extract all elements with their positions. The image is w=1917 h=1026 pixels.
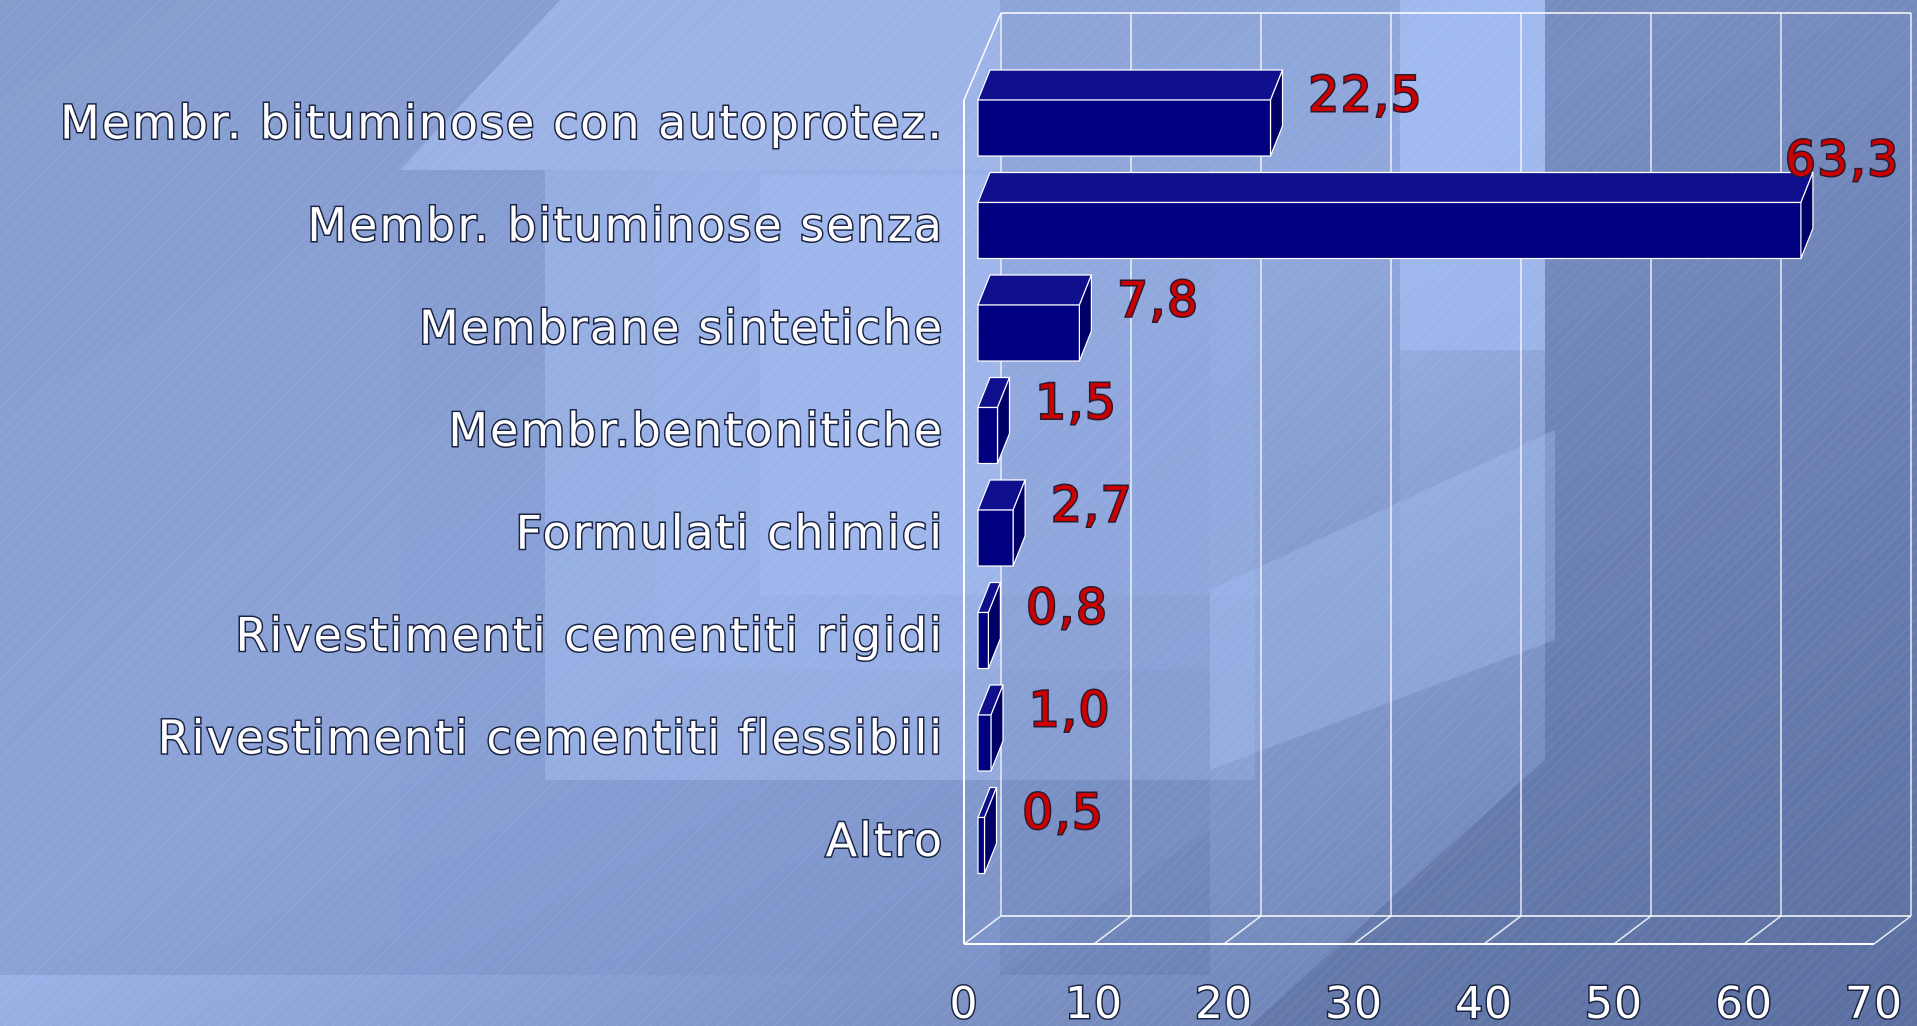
- bar-top-face: [977, 171, 1814, 204]
- floor-gridline: [1353, 915, 1392, 945]
- floor-gridline: [1223, 915, 1262, 945]
- bar-front-face: [977, 201, 1802, 260]
- bar: [977, 69, 1284, 157]
- value-label: 7,8: [1117, 272, 1199, 328]
- value-label: 1,0: [1029, 682, 1111, 738]
- bar: [977, 274, 1093, 362]
- bar-front-face: [977, 509, 1014, 567]
- value-label: 0,8: [1026, 580, 1108, 636]
- category-label: Membr. bituminose senza: [307, 198, 944, 252]
- bar: [977, 376, 1011, 465]
- floor-gridline: [1483, 915, 1522, 945]
- category-label: Membr.bentonitiche: [448, 403, 944, 457]
- value-labels: 22,5 63,3 7,8 1,5 2,7 0,8 1,0 0,5: [1021, 66, 1900, 843]
- category-label: Rivestimenti cementiti flessibili: [158, 711, 944, 765]
- floor-gridline: [1093, 915, 1132, 945]
- x-tick-label: 20: [1195, 978, 1253, 1026]
- value-label: 2,7: [1051, 477, 1133, 533]
- bar: [977, 479, 1026, 567]
- x-tick-label: 70: [1845, 978, 1903, 1026]
- floor-gridline: [1743, 915, 1782, 945]
- bar: [977, 581, 1002, 670]
- bar: [977, 786, 998, 875]
- bar-front-face: [977, 304, 1081, 362]
- floor-gridline: [1873, 915, 1912, 945]
- bar: [977, 684, 1004, 772]
- value-label: 0,5: [1023, 785, 1105, 841]
- bar-top-face: [977, 69, 1284, 101]
- value-label: 22,5: [1309, 67, 1424, 123]
- category-label: Membr. bituminose con autoprotez.: [60, 96, 944, 150]
- x-tick-label: 0: [950, 978, 979, 1026]
- bar-front-face: [977, 406, 999, 465]
- chart-frame: [963, 12, 1912, 945]
- bar-top-face: [977, 274, 1093, 306]
- floor-gridline: [963, 915, 1002, 945]
- bar-front-face: [977, 611, 989, 670]
- bars: [977, 69, 1814, 875]
- category-label: Formulati chimici: [516, 506, 944, 560]
- x-tick-label: 60: [1715, 978, 1773, 1026]
- value-label: 1,5: [1036, 375, 1118, 431]
- bar: [977, 171, 1814, 260]
- bar-front-face: [977, 816, 986, 875]
- bar-front-face: [977, 99, 1272, 157]
- x-axis-ticks: 0 10 20 30 40 50 60 70: [948, 977, 1904, 1026]
- bar-front-face: [977, 714, 992, 772]
- x-tick-label: 30: [1325, 978, 1383, 1026]
- side-wall-top: [963, 12, 1002, 101]
- x-tick-label: 10: [1065, 978, 1123, 1026]
- category-labels: Membr. bituminose con autoprotez. Membr. …: [59, 94, 944, 869]
- category-label: Rivestimenti cementiti rigidi: [235, 608, 944, 662]
- floor-gridline: [1613, 915, 1652, 945]
- category-label: Membrane sintetiche: [419, 301, 944, 355]
- value-label: 63,3: [1785, 132, 1900, 188]
- category-label: Altro: [826, 813, 944, 867]
- x-tick-label: 50: [1585, 978, 1643, 1026]
- x-tick-label: 40: [1455, 978, 1513, 1026]
